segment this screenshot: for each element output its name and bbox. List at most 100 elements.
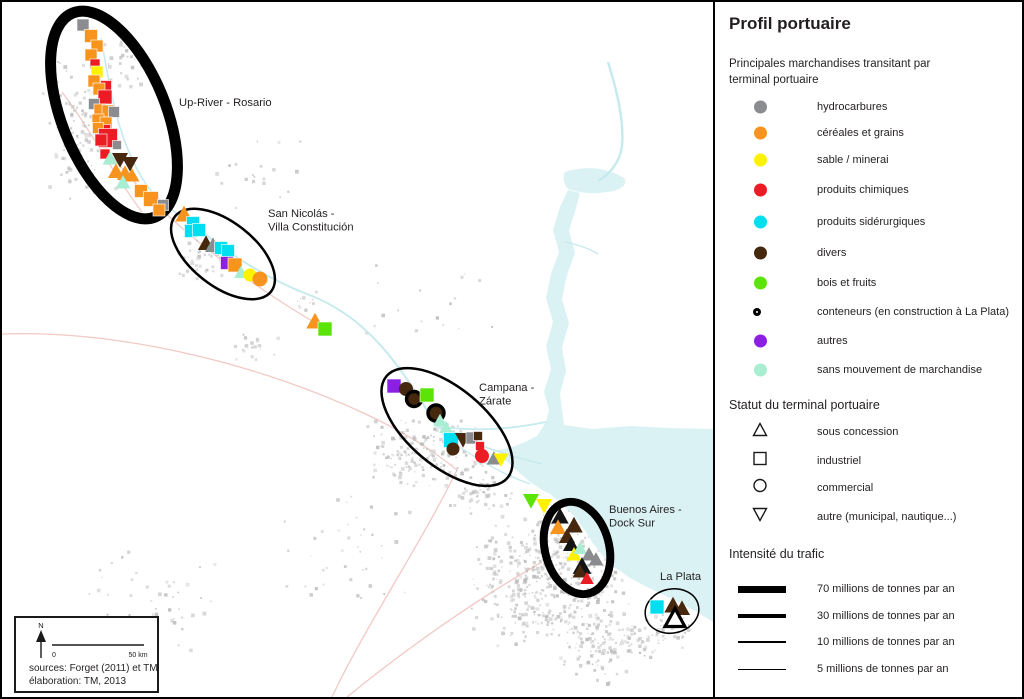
legend-item: 5 millions de tonnes par an <box>715 657 1022 681</box>
legend-item: 10 millions de tonnes par an <box>715 630 1022 654</box>
port-td-yellow <box>493 453 509 467</box>
port-tr-red <box>580 571 594 585</box>
legend-item: 30 millions de tonnes par an <box>715 604 1022 628</box>
scale-start-label: 0 <box>52 652 56 659</box>
port-td-brown <box>111 153 129 168</box>
zone-label-up-river: Up-River - Rosario <box>179 97 272 109</box>
map-region: Up-River - Rosario San Nicolás - Villa Con… <box>2 2 713 697</box>
circle-icon <box>752 478 768 499</box>
legend-item-label: sous concession <box>817 426 899 438</box>
container-ring-icon <box>753 308 761 316</box>
port-sq-orange <box>227 257 243 273</box>
port-tr-gray <box>588 552 604 566</box>
legend-item-label: autre (municipal, nautique...) <box>817 511 957 523</box>
port-tr-orange <box>124 168 140 182</box>
port-sq-gray <box>112 140 122 150</box>
sources-line1: sources: Forget (2011) et TM <box>29 663 158 674</box>
gray-dot-icon <box>754 100 767 114</box>
legend-item: hydrocarbures <box>715 95 1022 119</box>
zone-label-campana-zarate: Zárate <box>479 396 511 408</box>
port-sq-orange <box>143 191 159 207</box>
scale-end-label: 50 km <box>128 652 147 659</box>
port-sq-orange <box>92 122 104 134</box>
legend-item-label: commercial <box>817 482 874 494</box>
legend-item-label: produits chimiques <box>817 184 909 196</box>
zone-label-buenos-aires: Dock Sur <box>609 518 655 530</box>
yellow-dot-icon <box>754 153 767 167</box>
legend-title: Profil portuaire <box>729 14 851 33</box>
north-arrow-icon <box>36 630 46 642</box>
port-sq-cyan <box>649 599 665 615</box>
zone-ellipse-la-plata <box>644 588 700 634</box>
map-canvas: Up-River - Rosario San Nicolás - Villa Con… <box>2 5 713 697</box>
legend-item: céréales et grains <box>715 121 1022 145</box>
scale-and-sources-box: N 0 50 km sources: Forget (2011) et TM é… <box>14 616 159 693</box>
legend-item: autres <box>715 329 1022 353</box>
port-sq-green <box>317 321 333 337</box>
legend-item: industriel <box>715 449 1022 473</box>
port-rc-brown <box>404 389 424 409</box>
port-rt-black <box>662 605 688 629</box>
traffic-line-swatch <box>738 614 786 618</box>
legend-item-label: 30 millions de tonnes par an <box>817 610 955 622</box>
river-line <box>435 421 547 431</box>
legend-item-label: divers <box>817 247 847 259</box>
legend-item-label: produits sidérurgiques <box>817 216 926 228</box>
port-symbols <box>76 18 691 629</box>
traffic-line-swatch <box>738 585 786 593</box>
legend-item: sans mouvement de marchandise <box>715 358 1022 382</box>
legend-item-label: sans mouvement de marchandise <box>817 364 983 376</box>
port-sq-orange <box>152 203 166 217</box>
road-line <box>331 469 458 697</box>
mint-dot-icon <box>754 363 767 377</box>
scale-bar-graphic: N 0 50 km <box>36 621 148 659</box>
river-bend-water <box>563 168 626 194</box>
legend-item: bois et fruits <box>715 271 1022 295</box>
square-icon <box>752 451 768 472</box>
port-tr-mint <box>115 175 131 189</box>
port-tr-black <box>562 536 580 551</box>
legend-item-label: céréales et grains <box>817 127 904 139</box>
road-line <box>346 561 543 697</box>
port-td-green <box>522 494 540 509</box>
river-line <box>597 61 624 183</box>
traffic-heading: Intensité du trafic <box>729 547 825 561</box>
status-heading: Statut du terminal portuaire <box>729 398 880 412</box>
port-tr-orange <box>549 519 567 534</box>
legend-item: autre (municipal, nautique...) <box>715 505 1022 529</box>
legend-item-label: conteneurs (en construction à La Plata) <box>817 306 1010 318</box>
zone-label-campana-zarate: Campana - <box>479 382 535 394</box>
legend-item-label: autres <box>817 335 848 347</box>
legend-item: divers <box>715 241 1022 265</box>
zone-label-san-nicolas: Villa Constitución <box>268 222 354 234</box>
triangle-down-icon <box>752 507 768 528</box>
port-tr-mint <box>439 420 453 434</box>
zone-label-la-plata: La Plata <box>660 571 702 583</box>
river-line <box>564 241 599 255</box>
port-sq-red <box>94 133 108 147</box>
port-tr-gray <box>486 451 502 465</box>
red-dot-icon <box>754 183 767 197</box>
north-label: N <box>38 621 43 630</box>
legend-item-label: industriel <box>817 455 862 467</box>
port-tr-brown <box>664 596 682 613</box>
triangle-up-icon <box>752 422 768 443</box>
port-tr-mint <box>433 413 447 427</box>
port-sq-green <box>419 387 435 403</box>
legend-item: produits chimiques <box>715 178 1022 202</box>
zone-label-buenos-aires: Buenos Aires - <box>609 504 682 516</box>
port-ci-orange <box>252 271 268 287</box>
river-estuary-water <box>498 190 713 622</box>
legend-item-label: hydrocarbures <box>817 101 888 113</box>
port-sq-brown <box>473 431 483 441</box>
port-tr-gray <box>581 547 597 561</box>
legend-item: produits sidérurgiques <box>715 210 1022 234</box>
zone-label-san-nicolas: San Nicolás - <box>268 208 335 220</box>
port-tr-black <box>551 507 569 524</box>
legend-item-label: bois et fruits <box>817 277 877 289</box>
legend-item: conteneurs (en construction à La Plata) <box>715 300 1022 324</box>
port-td-brown <box>121 157 139 172</box>
sources-line2: élaboration: TM, 2013 <box>29 676 127 687</box>
goods-heading: Principales marchandises transitant par … <box>729 58 931 86</box>
